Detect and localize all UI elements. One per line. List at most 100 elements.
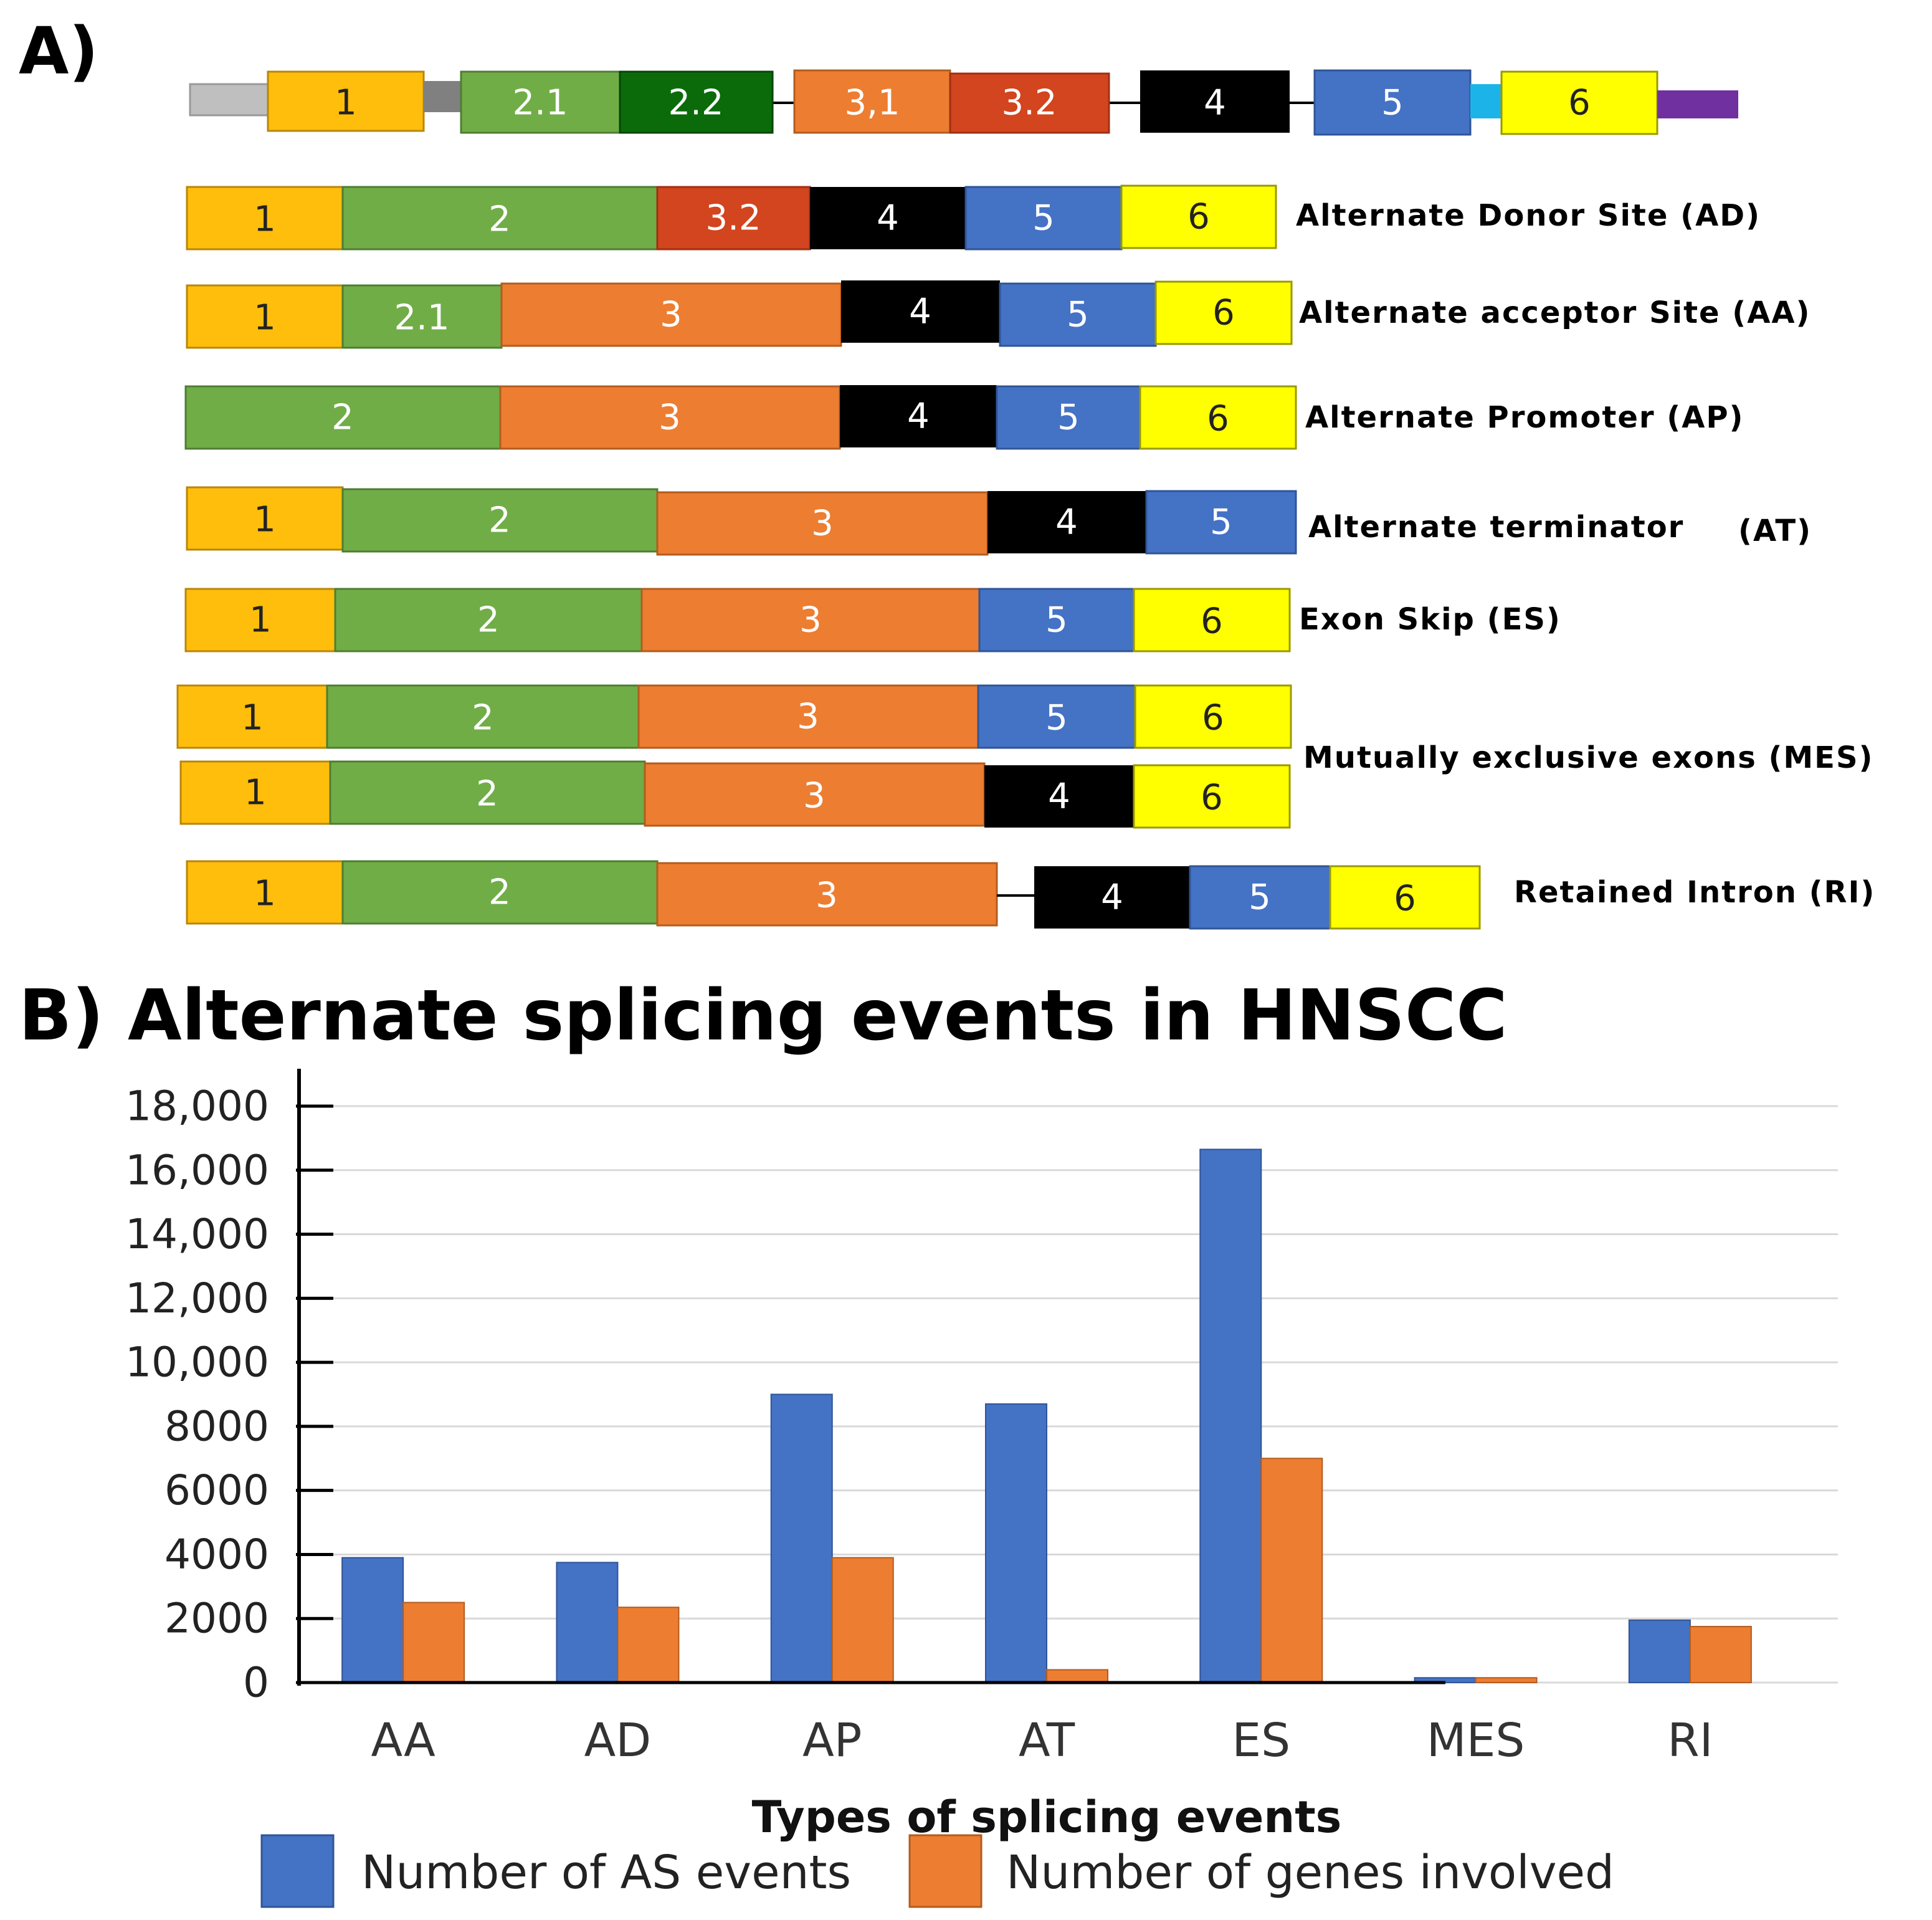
- aa-exon-label: 6: [1212, 293, 1235, 333]
- event-row-ap: 2 3 4 5 6 Alternate Promoter (AP): [184, 385, 1744, 450]
- utr-left-block: [189, 83, 272, 117]
- ref-exon-3-2-label: 3.2: [1001, 83, 1057, 123]
- ref-exon-2-2-label: 2.2: [668, 83, 723, 123]
- mes-exon-label: 2: [476, 774, 498, 814]
- ref-exon-2-2: [619, 70, 774, 134]
- ap-exon-label: 5: [1057, 398, 1080, 438]
- ri-exon-label: 3: [816, 876, 838, 916]
- ri-exon-label: 4: [1101, 877, 1123, 918]
- y-tick-label: 10,000: [125, 1339, 269, 1387]
- event-row-at: 1 2 3 4 5 Alternate terminator (AT): [186, 486, 1812, 556]
- event-row-mes: 1 2 3 5 6 1 2 3 4 6 Mutually exclusive e…: [176, 684, 1872, 829]
- grid-lines: [299, 1105, 1838, 1684]
- at-exon-label: 3: [811, 504, 834, 544]
- legend-label-as-events: Number of AS events: [361, 1846, 851, 1899]
- y-tick-label: 4000: [164, 1531, 269, 1579]
- reference-gene: 1 2.1 2.2 3,1 3.2 4 5 6: [189, 69, 1738, 136]
- mes-exon-label: 6: [1201, 778, 1223, 818]
- aa-exon-label: 5: [1067, 295, 1089, 335]
- utr-right-block: [1657, 90, 1738, 118]
- ref-exon-2-1-label: 2.1: [512, 83, 568, 123]
- event-label-ap: Alternate Promoter (AP): [1305, 400, 1744, 435]
- mes-exon-label: 3: [797, 697, 819, 737]
- x-tick-label: MES: [1427, 1714, 1525, 1767]
- ref-small-cyan: [1470, 84, 1501, 118]
- ap-exon-label: 4: [907, 396, 930, 437]
- bars: [341, 1149, 1752, 1684]
- bar-aa-genes: [402, 1602, 465, 1684]
- legend-swatch-as-events: [260, 1834, 335, 1908]
- panel-b-chart: B) Alternate splicing events in HNSCC 0 2…: [0, 935, 1932, 1918]
- ref-exon-3-1-label: 3,1: [844, 83, 900, 123]
- es-exon-label: 5: [1045, 600, 1068, 641]
- mes-exon-label: 3: [803, 776, 826, 816]
- event-label-aa: Alternate acceptor Site (AA): [1299, 295, 1811, 330]
- x-axis-label: Types of splicing events: [752, 1792, 1342, 1843]
- mes-exon-label: 1: [241, 698, 264, 738]
- aa-exon-label: 3: [660, 295, 682, 335]
- y-tick-label: 0: [243, 1659, 269, 1707]
- aa-exon-label: 2.1: [394, 298, 449, 338]
- bar-ap-genes: [831, 1557, 894, 1683]
- mes-exon-label: 4: [1048, 776, 1070, 817]
- x-tick-label: ES: [1232, 1714, 1290, 1767]
- event-label-at: Alternate terminator: [1308, 510, 1684, 545]
- mes-exon-label: 6: [1202, 698, 1224, 738]
- legend-label-genes: Number of genes involved: [1006, 1846, 1614, 1899]
- y-tick-label: 8000: [164, 1402, 269, 1450]
- mes-exon-label: 1: [244, 773, 267, 813]
- bar-es-as-events: [1199, 1149, 1262, 1683]
- ad-exon-label: 5: [1032, 198, 1055, 239]
- legend: Number of AS events Number of genes invo…: [260, 1834, 1614, 1908]
- bar-at-as-events: [985, 1403, 1047, 1684]
- y-tick-label: 12,000: [125, 1274, 269, 1322]
- event-row-ri: 1 2 3 4 5 6 Retained Intron (RI): [186, 860, 1875, 930]
- at-exon-label: 5: [1210, 502, 1232, 543]
- ad-exon-label: 3.2: [705, 198, 761, 239]
- y-tick-label: 16,000: [125, 1146, 269, 1194]
- event-label-es: Exon Skip (ES): [1299, 602, 1561, 637]
- ref-exon-6: [1500, 70, 1658, 135]
- x-tick-label: AA: [371, 1714, 435, 1767]
- ap-exon-label: 2: [331, 398, 354, 438]
- aa-exon-label: 1: [254, 298, 276, 338]
- bar-aa-as-events: [341, 1557, 404, 1683]
- ref-exon-1: [267, 70, 425, 132]
- chart-title: Alternate splicing events in HNSCC: [128, 975, 1507, 1056]
- ri-exon-label: 1: [254, 874, 276, 914]
- y-tick-label: 18,000: [125, 1082, 269, 1130]
- x-tick-label: RI: [1667, 1714, 1713, 1767]
- es-exon-label: 2: [477, 600, 500, 641]
- ref-exon-3-1: [793, 69, 951, 134]
- x-tick-label: AD: [584, 1714, 652, 1767]
- panel-a-diagram: A) 1 2.1 2.2 3,1 3.2 4 5 6 1 2 3.2 4: [0, 0, 1932, 935]
- at-exon-label: 2: [488, 500, 511, 541]
- es-exon-label: 1: [249, 600, 272, 641]
- legend-swatch-genes: [908, 1834, 983, 1908]
- y-tick-label: 2000: [164, 1595, 269, 1643]
- x-tick-label: AT: [1019, 1714, 1075, 1767]
- ad-exon-label: 1: [254, 199, 276, 240]
- bar-ad-as-events: [556, 1562, 619, 1684]
- ref-exon-5-label: 5: [1381, 83, 1404, 123]
- es-exon-label: 6: [1201, 601, 1223, 642]
- event-label-ri: Retained Intron (RI): [1514, 875, 1875, 910]
- at-exon-label: 4: [1055, 502, 1078, 543]
- bar-es-genes: [1260, 1458, 1323, 1683]
- ref-exon-2-1: [460, 70, 621, 134]
- ref-exon-5: [1313, 69, 1472, 136]
- es-exon-label: 3: [799, 600, 822, 641]
- event-label-ad: Alternate Donor Site (AD): [1296, 198, 1761, 233]
- panel-a-letter: A): [19, 13, 98, 89]
- bar-ri-genes: [1689, 1626, 1752, 1684]
- mes-exon-label: 5: [1045, 698, 1068, 738]
- bar-ad-genes: [617, 1607, 680, 1683]
- ref-exon-4: [1140, 70, 1290, 133]
- bar-at-genes: [1046, 1669, 1108, 1684]
- x-axis: AA AD AP AT ES MES RI: [299, 1681, 1713, 1767]
- event-row-es: 1 2 3 5 6 Exon Skip (ES): [184, 588, 1561, 652]
- splicing-diagram: A) 1 2.1 2.2 3,1 3.2 4 5 6 1 2 3.2 4: [19, 13, 1875, 930]
- bar-ap-as-events: [770, 1393, 833, 1683]
- event-label-at-suffix: (AT): [1738, 513, 1812, 548]
- ri-exon-label: 2: [488, 872, 511, 913]
